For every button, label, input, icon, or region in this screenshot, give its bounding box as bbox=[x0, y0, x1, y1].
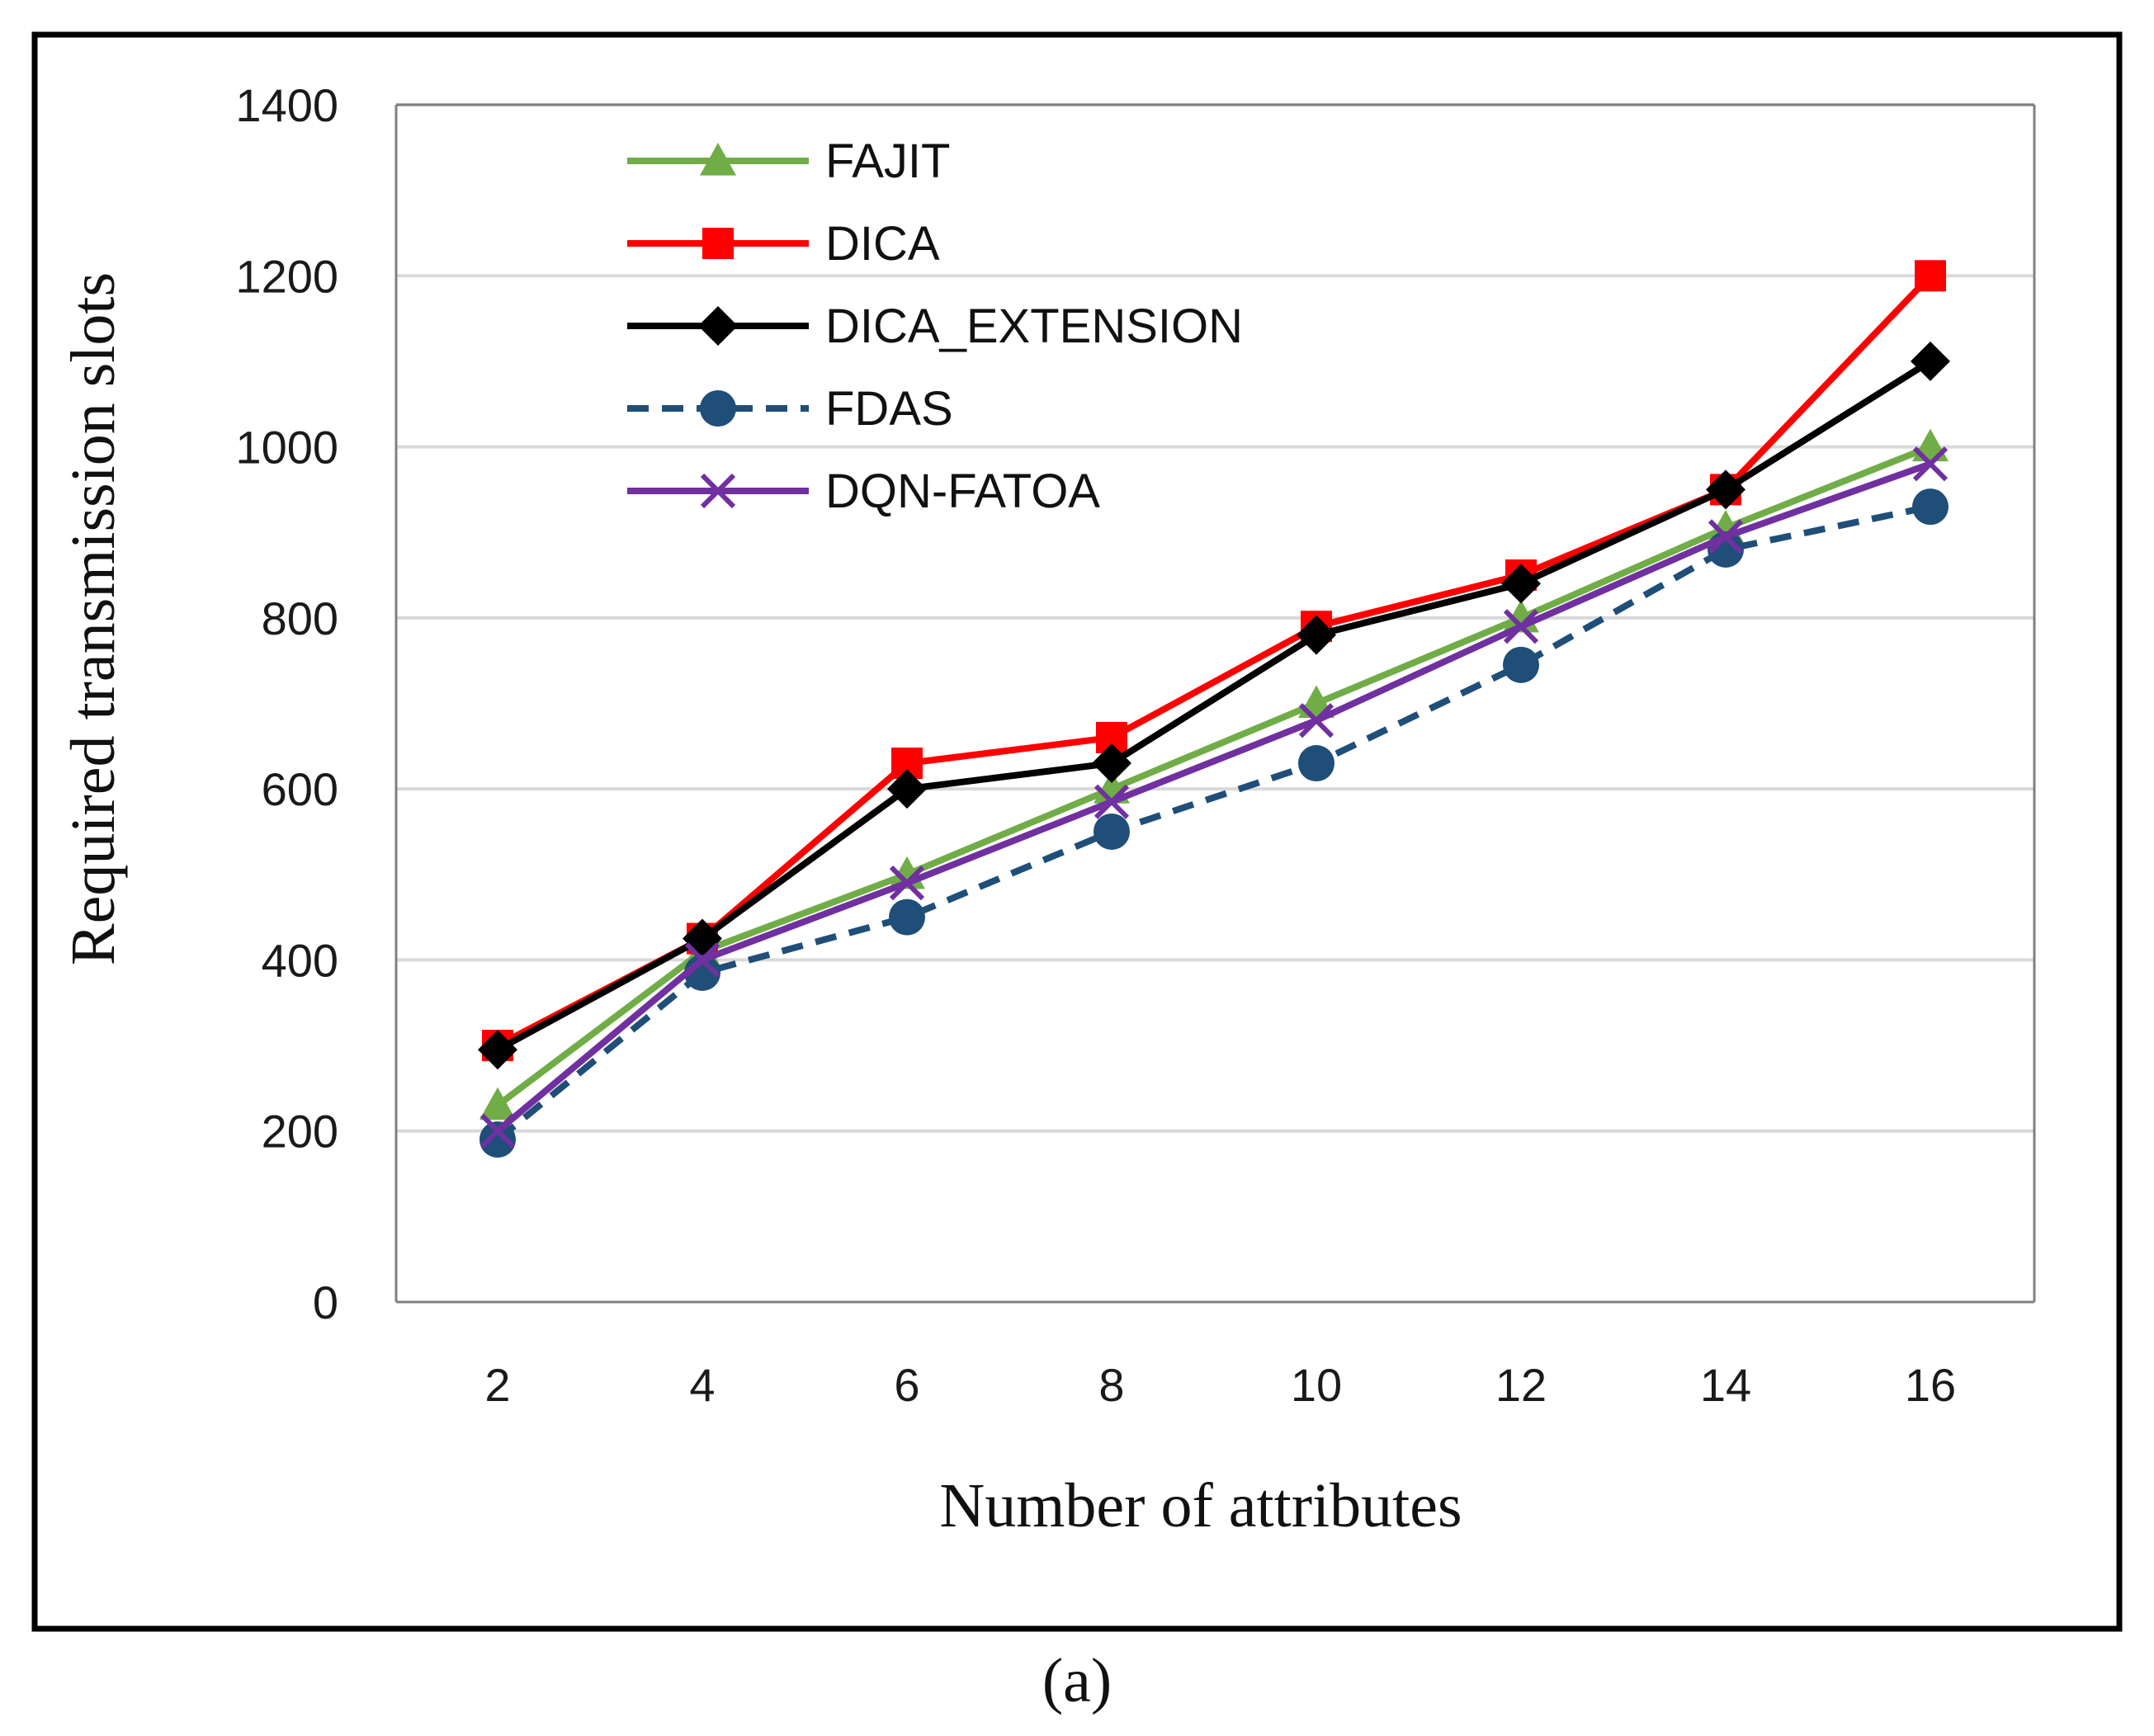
data-point-fdas bbox=[1094, 813, 1130, 850]
y-tick-label: 1000 bbox=[235, 422, 338, 474]
y-axis-title: Required transmission slots bbox=[59, 272, 128, 965]
data-point-dqn-fatoa bbox=[1503, 609, 1539, 644]
legend-entry-dqn-fatoa: DQN-FATOA bbox=[627, 465, 1100, 518]
data-point-dica-extension bbox=[478, 1030, 517, 1070]
y-tick-labels: 0 200 400 600 800 1000 1200 1400 bbox=[235, 79, 338, 1328]
data-point-dqn-fatoa bbox=[1094, 784, 1130, 819]
x-tick-label: 12 bbox=[1495, 1359, 1547, 1411]
data-point-dica bbox=[1915, 260, 1946, 292]
data-point-dica-extension bbox=[1706, 469, 1745, 510]
figure-caption: (a) bbox=[1042, 1646, 1112, 1715]
series-dqn-fatoa bbox=[479, 446, 1949, 1149]
legend-entry-dica-extension: DICA_EXTENSION bbox=[627, 300, 1243, 353]
legend-marker-dica bbox=[702, 228, 734, 259]
series-line-fajit bbox=[495, 443, 1932, 1108]
legend-marker-dica-extension bbox=[698, 306, 738, 346]
legend-entry-dica: DICA bbox=[627, 217, 940, 271]
series-line-dica-extension bbox=[496, 358, 1933, 1053]
x-tick-label: 2 bbox=[484, 1359, 510, 1411]
legend-marker-fajit bbox=[700, 143, 736, 176]
legend-label-dica: DICA bbox=[825, 217, 940, 271]
data-point-dqn-fatoa bbox=[1298, 703, 1334, 738]
series-dica-extension bbox=[478, 341, 1950, 1070]
series-line-fdas bbox=[495, 503, 1931, 1143]
x-tick-label: 6 bbox=[894, 1359, 919, 1411]
x-tick-label: 8 bbox=[1098, 1359, 1124, 1411]
data-point-dica-extension bbox=[1501, 564, 1541, 604]
data-point-fdas bbox=[1503, 646, 1539, 683]
y-tick-label: 1400 bbox=[235, 79, 338, 131]
data-point-dqn-fatoa bbox=[1708, 519, 1744, 554]
legend-label-fajit: FAJIT bbox=[825, 134, 950, 188]
data-point-dqn-fatoa bbox=[889, 866, 925, 901]
data-point-dica-extension bbox=[1911, 341, 1950, 381]
y-tick-label: 1200 bbox=[235, 250, 338, 302]
x-axis-title: Number of attributes bbox=[939, 1471, 1462, 1540]
y-tick-label: 800 bbox=[262, 592, 338, 644]
legend: FAJIT DICA DICA_EXTENSION FDAS DQN-FATOA bbox=[627, 134, 1243, 518]
x-tick-label: 16 bbox=[1905, 1359, 1956, 1411]
x-tick-label: 4 bbox=[689, 1359, 715, 1411]
x-tick-labels: 2 4 6 8 10 12 14 16 bbox=[484, 1359, 1956, 1411]
x-tick-label: 14 bbox=[1700, 1359, 1751, 1411]
outer-frame bbox=[31, 31, 2123, 1632]
data-point-dica-extension bbox=[1297, 615, 1336, 655]
data-point-fdas bbox=[1912, 488, 1949, 526]
legend-label-fdas: FDAS bbox=[825, 382, 953, 436]
axes bbox=[394, 103, 2036, 1304]
x-tick-label: 10 bbox=[1291, 1359, 1342, 1411]
data-point-fdas bbox=[1298, 745, 1334, 782]
y-tick-label: 200 bbox=[262, 1106, 338, 1158]
data-point-dqn-fatoa bbox=[1912, 446, 1949, 482]
legend-entry-fajit: FAJIT bbox=[627, 134, 950, 188]
legend-entry-fdas: FDAS bbox=[627, 382, 953, 436]
data-point-dqn-fatoa bbox=[479, 1113, 516, 1149]
y-tick-label: 0 bbox=[313, 1276, 338, 1328]
y-tick-label: 400 bbox=[262, 934, 338, 986]
data-point-fajit bbox=[479, 1087, 516, 1120]
legend-marker-dqn-fatoa bbox=[700, 473, 736, 509]
data-point-dqn-fatoa bbox=[684, 942, 720, 978]
data-point-dica-extension bbox=[887, 769, 927, 809]
series-group bbox=[478, 260, 1950, 1158]
legend-label-dica-extension: DICA_EXTENSION bbox=[825, 300, 1243, 353]
legend-label-dqn-fatoa: DQN-FATOA bbox=[825, 465, 1100, 518]
legend-marker-fdas bbox=[700, 390, 736, 427]
y-tick-label: 600 bbox=[262, 763, 338, 815]
data-point-fdas bbox=[889, 899, 925, 936]
data-point-fdas bbox=[479, 1121, 516, 1158]
series-line-dqn-fatoa bbox=[495, 460, 1932, 1134]
series-fdas bbox=[479, 488, 1949, 1158]
data-point-dica-extension bbox=[1092, 743, 1131, 784]
